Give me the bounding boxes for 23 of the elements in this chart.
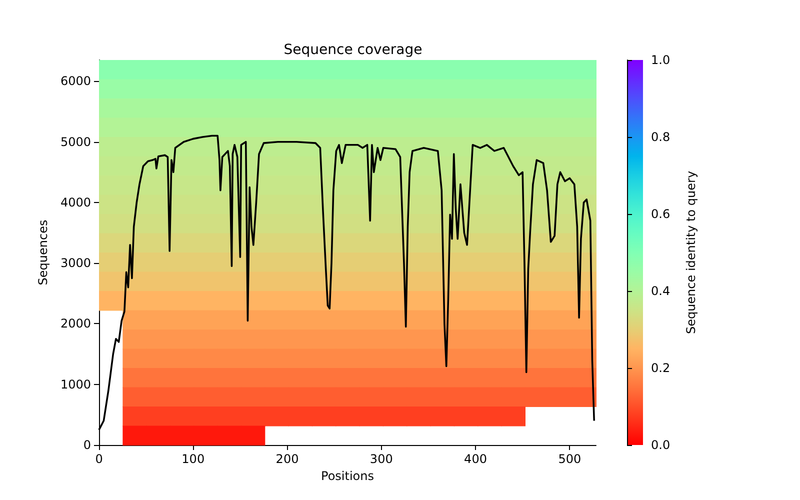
x-axis-title: Positions bbox=[321, 468, 374, 483]
x-tick-label: 500 bbox=[558, 452, 582, 466]
color-bar-label: 0.4 bbox=[651, 284, 670, 298]
y-tick-label: 3000 bbox=[60, 256, 91, 270]
color-bar-label: 0.0 bbox=[651, 438, 670, 452]
x-tick-label: 400 bbox=[464, 452, 487, 466]
color-bar-label: 1.0 bbox=[651, 53, 670, 67]
color-bar-label: 0.8 bbox=[651, 130, 670, 144]
y-tick-label: 6000 bbox=[60, 74, 91, 88]
color-bar-title: Sequence identity to query bbox=[684, 170, 698, 334]
color-bar-label: 0.6 bbox=[651, 207, 670, 221]
chart-title: Sequence coverage bbox=[284, 42, 422, 58]
x-tick-label: 200 bbox=[276, 452, 299, 466]
y-tick-label: 4000 bbox=[60, 195, 91, 210]
y-axis-title: Sequences bbox=[36, 220, 50, 286]
x-tick-label: 100 bbox=[182, 452, 205, 466]
x-tick-label: 0 bbox=[95, 452, 103, 466]
y-tick-label: 2000 bbox=[60, 316, 91, 331]
y-tick-label: 1000 bbox=[60, 377, 91, 392]
x-tick-label: 300 bbox=[370, 452, 393, 466]
y-tick-label: 0 bbox=[83, 438, 91, 452]
color-bar-label: 0.2 bbox=[651, 361, 670, 375]
y-tick-label: 5000 bbox=[60, 134, 91, 149]
